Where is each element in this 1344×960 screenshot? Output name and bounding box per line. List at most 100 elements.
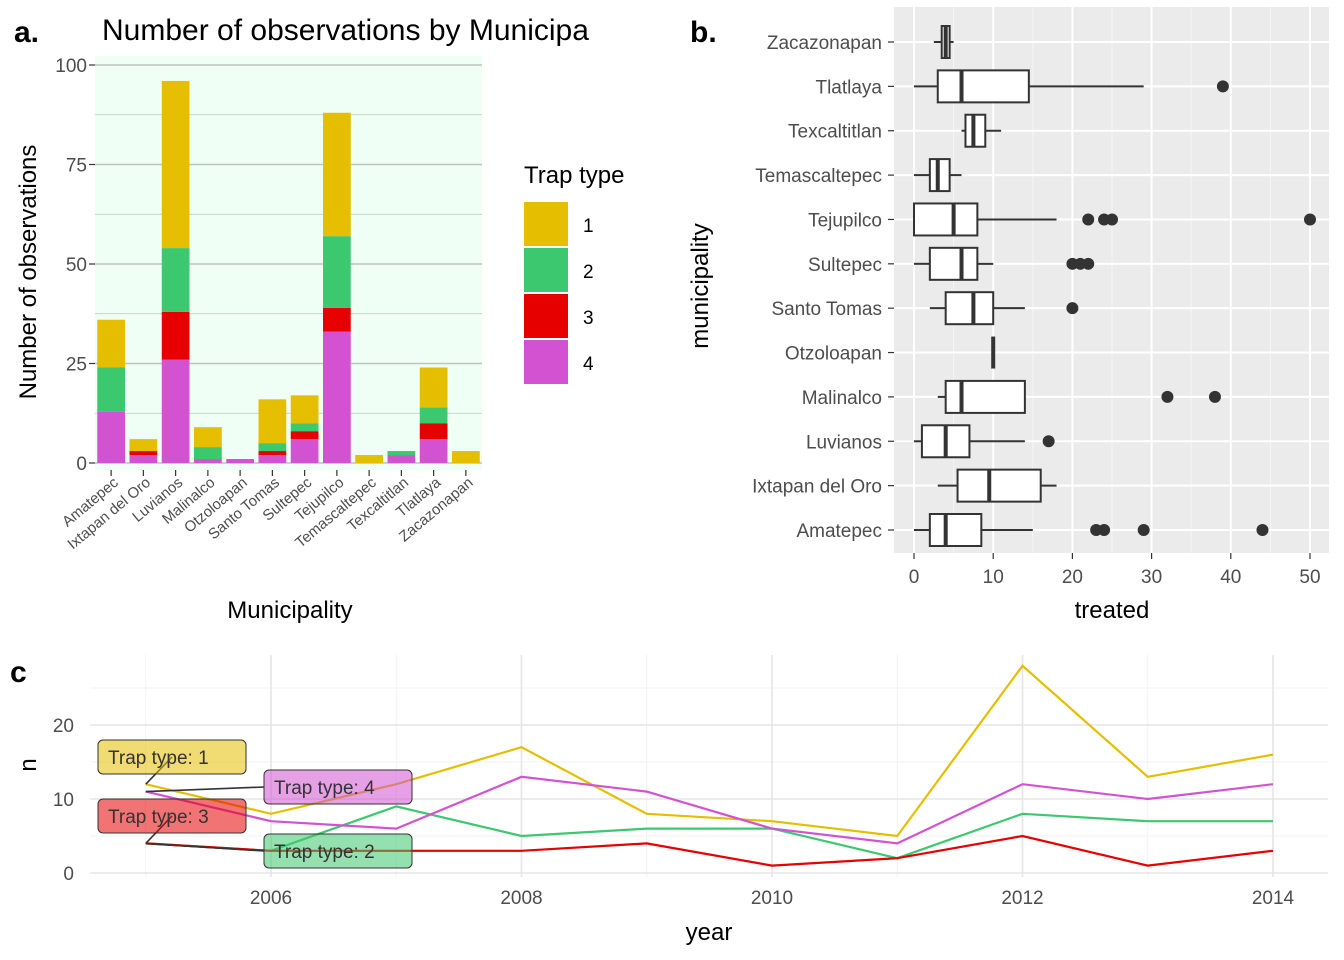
panel-a-title: Number of observations by Municipa xyxy=(102,14,589,47)
label-leader-2 xyxy=(145,842,265,852)
legend-key-2 xyxy=(524,248,568,292)
bar-tejupilco-trap-4 xyxy=(323,331,351,463)
y-tick-label: 75 xyxy=(66,156,87,177)
bar-luvianos-trap-4 xyxy=(161,359,190,463)
panel-a-background xyxy=(95,56,482,470)
line-trap-4 xyxy=(145,775,1274,845)
box-iqr xyxy=(928,246,979,281)
panel-c-x-axis-label: year xyxy=(686,919,733,946)
panel-c-y-ticks: 0 10 20 xyxy=(53,716,74,885)
y-tick-label: Zacazonapan xyxy=(767,33,882,54)
legend-label-4: 4 xyxy=(583,354,594,375)
bar-tlatlaya-trap-1 xyxy=(419,367,448,408)
outlier-point xyxy=(1216,80,1229,93)
y-tick-label: 0 xyxy=(63,864,74,885)
panel-a-legend: Trap type 1 2 3 4 xyxy=(524,162,625,384)
x-tick-label: 30 xyxy=(1141,567,1162,588)
outlier-point xyxy=(1161,390,1174,403)
panel-a-x-axis-label: Municipality xyxy=(227,597,352,624)
x-tick-label: 10 xyxy=(983,567,1004,588)
y-tick-label: Santo Tomas xyxy=(771,299,882,320)
label-box-trap-1 xyxy=(97,739,247,775)
y-tick-label: Otzoloapan xyxy=(785,344,882,365)
bar-otzoloapan-trap-4 xyxy=(226,459,254,463)
y-tick-label: Ixtapan del Oro xyxy=(752,477,882,498)
y-tick-label: 100 xyxy=(55,56,87,77)
box-santo-tomas xyxy=(929,291,1079,326)
x-tick-label: 2008 xyxy=(500,888,542,909)
bar-santo-tomas-trap-4 xyxy=(258,455,287,463)
bar-tejupilco-trap-3 xyxy=(323,307,351,332)
y-tick-label: Tejupilco xyxy=(808,210,882,231)
box-iqr xyxy=(936,69,1030,104)
series-label-trap-1: Trap type: 1 xyxy=(108,748,209,769)
y-tick-label: 50 xyxy=(66,255,87,276)
box-tejupilco xyxy=(913,202,1316,237)
legend-title: Trap type xyxy=(524,162,625,189)
label-leader-4 xyxy=(145,786,265,793)
bar-santo-tomas-trap-2 xyxy=(258,443,287,452)
bar-luvianos-trap-2 xyxy=(161,248,190,312)
panel-a-y-ticks: 0 25 50 75 100 xyxy=(55,56,95,475)
y-tick-label: Luvianos xyxy=(806,432,882,453)
panel-b-x-axis-label: treated xyxy=(1075,597,1150,624)
box-temascaltepec xyxy=(914,158,962,193)
bar-malinalco-trap-1 xyxy=(194,427,222,448)
box-tlatlaya xyxy=(914,69,1229,104)
outlier-point xyxy=(1082,213,1095,226)
bar-luvianos-trap-3 xyxy=(161,311,190,360)
line-trap-2 xyxy=(145,805,1273,860)
panel-b: b. Amatepec Ixtapan del Oro Luvianos Malina… xyxy=(687,7,1329,624)
panel-c-series-labels: Trap type: 1 Trap type: 2 Trap type: 3 Trap… xyxy=(97,739,413,869)
bar-sultepec-trap-2 xyxy=(290,423,319,432)
outlier-point xyxy=(1304,213,1316,226)
bar-sultepec-trap-1 xyxy=(290,395,319,424)
label-box-trap-3 xyxy=(97,798,247,834)
legend-label-2: 2 xyxy=(583,262,594,283)
outlier-point xyxy=(1137,524,1150,536)
x-tick-label: 2010 xyxy=(751,888,793,909)
bar-ixtapan-del-oro-trap-4 xyxy=(129,455,158,463)
outlier-point xyxy=(1208,390,1221,403)
outlier-point xyxy=(1066,302,1079,315)
bar-ixtapan-del-oro-trap-1 xyxy=(129,439,158,452)
bar-zacazonapan-trap-1 xyxy=(452,451,480,463)
legend-key-1 xyxy=(524,202,568,246)
outlier-point xyxy=(1098,524,1111,536)
bar-temascaltepec-trap-1 xyxy=(355,455,383,463)
outlier-point xyxy=(1042,435,1055,448)
bar-tejupilco-trap-1 xyxy=(323,112,351,237)
box-iqr xyxy=(913,202,979,237)
panel-b-x-ticks: 0 10 20 30 40 50 xyxy=(909,553,1321,588)
bar-amatepec-trap-1 xyxy=(97,319,125,368)
y-tick-label: Tlatlaya xyxy=(815,77,882,98)
panel-a-gridlines xyxy=(95,64,482,464)
legend-label-1: 1 xyxy=(583,216,594,237)
box-sultepec xyxy=(914,246,1095,281)
bar-santo-tomas-trap-3 xyxy=(258,451,287,456)
legend-key-4 xyxy=(524,340,568,384)
x-tick-label: 40 xyxy=(1220,567,1241,588)
series-label-trap-4: Trap type: 4 xyxy=(274,778,375,799)
panel-a: a. Number of observations by Municipa 0 2… xyxy=(14,14,625,624)
series-label-trap-2: Trap type: 2 xyxy=(274,842,375,863)
y-tick-label: Malinalco xyxy=(802,388,882,409)
bar-tlatlaya-trap-2 xyxy=(419,407,448,424)
bar-sultepec-trap-4 xyxy=(290,439,319,463)
bar-ixtapan-del-oro-trap-3 xyxy=(129,451,158,456)
box-zacazonapan xyxy=(933,25,954,59)
y-tick-label: 25 xyxy=(66,355,87,376)
y-tick-label: Sultepec xyxy=(808,255,882,276)
panel-a-bars xyxy=(97,80,480,463)
box-amatepec xyxy=(914,513,1269,547)
box-luvianos xyxy=(914,424,1055,459)
box-texcaltitlan xyxy=(961,113,1002,148)
box-malinalco xyxy=(937,379,1221,414)
label-box-trap-4 xyxy=(263,769,413,805)
panel-c-x-ticks: 2006 2008 2010 2012 2014 xyxy=(250,888,1295,909)
box-ixtapan-del-oro xyxy=(937,468,1057,503)
panel-a-y-axis-label: Number of observations xyxy=(15,145,42,400)
outlier-point xyxy=(1106,213,1118,226)
